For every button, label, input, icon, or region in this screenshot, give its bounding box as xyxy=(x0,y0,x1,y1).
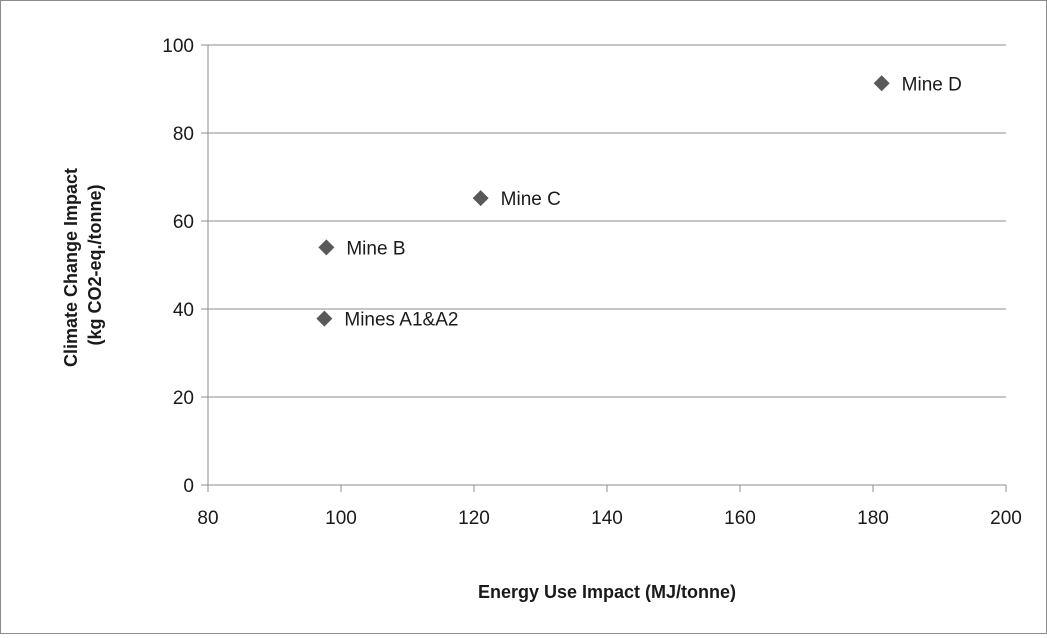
data-point-label: Mine D xyxy=(902,74,962,95)
data-point-marker xyxy=(316,310,333,327)
y-tick-label: 40 xyxy=(173,300,194,321)
tick-labels: 0 20 40 60 80 100 80 100 120 140 160 180 200 xyxy=(162,36,1022,529)
y-axis-title-line-2: (kg CO2-eq./tonne) xyxy=(85,184,105,345)
data-points: Mines A1&A2 Mine B Mine C Mine D xyxy=(316,74,962,331)
data-point-marker xyxy=(472,190,489,207)
y-tick-label: 80 xyxy=(173,124,194,145)
y-tick-label: 100 xyxy=(162,36,194,57)
x-axis-title: Energy Use Impact (MJ/tonne) xyxy=(478,582,736,602)
x-tick-label: 140 xyxy=(591,508,623,529)
x-tick-label: 120 xyxy=(458,508,490,529)
x-tick-label: 80 xyxy=(197,508,218,529)
grid-lines xyxy=(208,44,1006,398)
data-point-marker xyxy=(318,239,335,256)
y-axis-title: Climate Change Impact (kg CO2-eq./tonne) xyxy=(61,163,105,367)
data-point-label: Mines A1&A2 xyxy=(344,310,458,331)
y-tick-label: 20 xyxy=(173,388,194,409)
x-tick-label: 200 xyxy=(990,508,1022,529)
x-tick-label: 160 xyxy=(724,508,756,529)
x-tick-label: 180 xyxy=(857,508,889,529)
y-tick-label: 60 xyxy=(173,212,194,233)
axis-titles: Energy Use Impact (MJ/tonne) Climate Cha… xyxy=(61,163,736,602)
y-tick-label: 0 xyxy=(183,476,194,497)
x-tick-label: 100 xyxy=(325,508,357,529)
axes xyxy=(201,44,1007,492)
data-point-marker xyxy=(873,75,890,92)
data-point-label: Mine C xyxy=(501,189,561,210)
y-axis-title-line-1: Climate Change Impact xyxy=(61,168,81,367)
data-point-label: Mine B xyxy=(346,238,405,259)
